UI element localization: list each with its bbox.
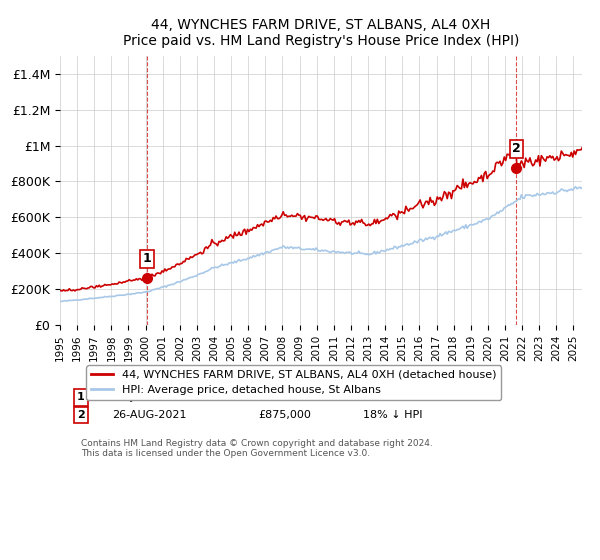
Text: 1: 1 <box>143 252 151 265</box>
Text: 17% ↓ HPI: 17% ↓ HPI <box>363 393 422 403</box>
Text: 2: 2 <box>512 142 521 156</box>
Text: Contains HM Land Registry data © Crown copyright and database right 2024.
This d: Contains HM Land Registry data © Crown c… <box>81 439 433 459</box>
Text: 26-AUG-2021: 26-AUG-2021 <box>112 410 187 420</box>
Text: 2: 2 <box>77 410 85 420</box>
Text: 31-JAN-2000: 31-JAN-2000 <box>112 393 182 403</box>
Text: £262,500: £262,500 <box>259 393 311 403</box>
Text: 18% ↓ HPI: 18% ↓ HPI <box>363 410 422 420</box>
Text: £875,000: £875,000 <box>259 410 311 420</box>
Text: 1: 1 <box>77 393 85 403</box>
Title: 44, WYNCHES FARM DRIVE, ST ALBANS, AL4 0XH
Price paid vs. HM Land Registry's Hou: 44, WYNCHES FARM DRIVE, ST ALBANS, AL4 0… <box>123 18 519 48</box>
Legend: 44, WYNCHES FARM DRIVE, ST ALBANS, AL4 0XH (detached house), HPI: Average price,: 44, WYNCHES FARM DRIVE, ST ALBANS, AL4 0… <box>86 365 501 400</box>
